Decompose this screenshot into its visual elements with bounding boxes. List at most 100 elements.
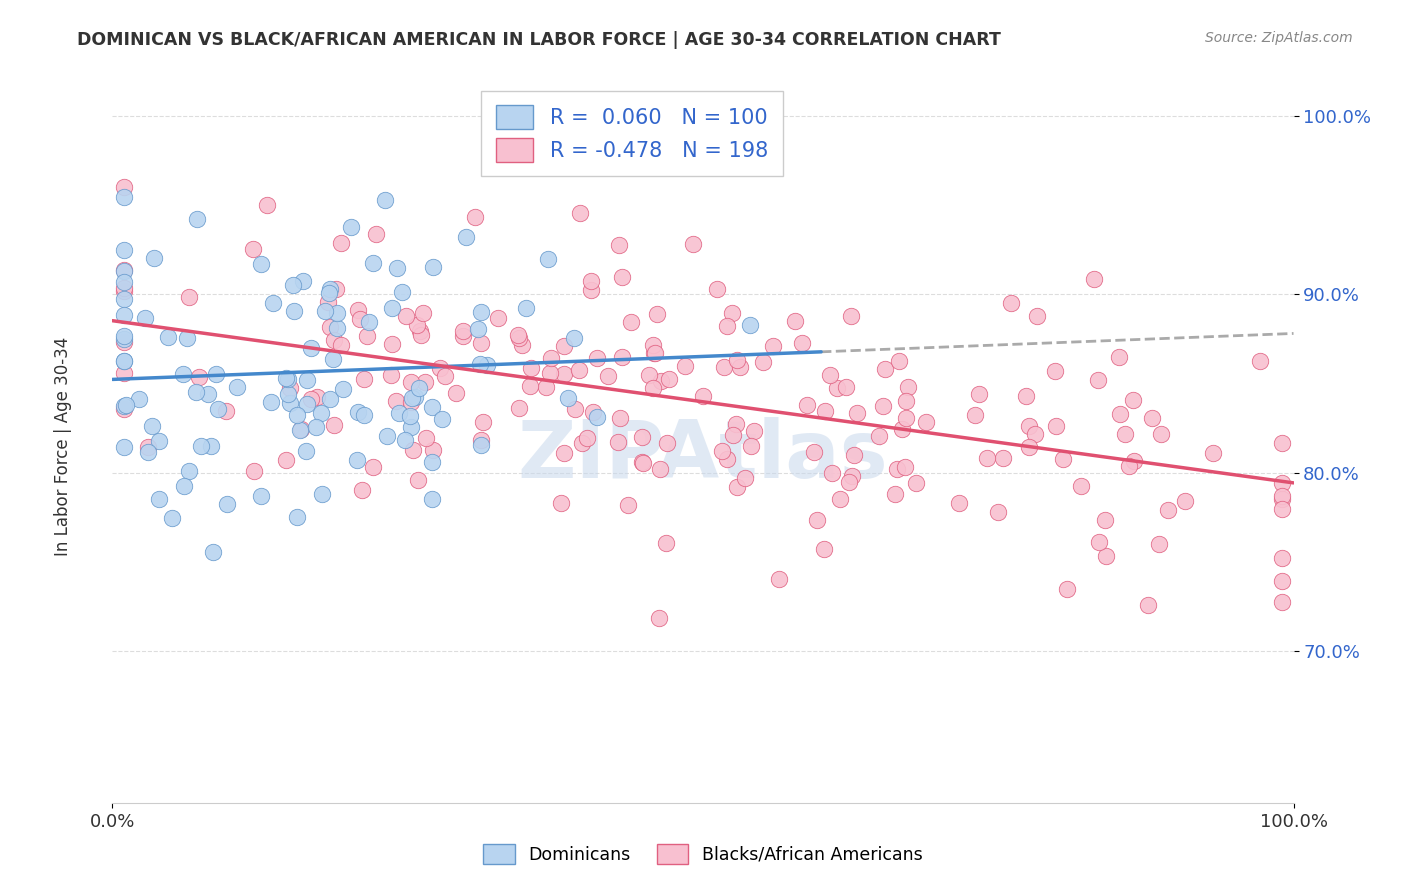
- Point: [838, 475, 860, 489]
- Point: [380, 368, 402, 383]
- Point: [582, 405, 605, 419]
- Point: [349, 312, 371, 326]
- Point: [420, 491, 443, 506]
- Point: [112, 329, 135, 343]
- Point: [242, 464, 264, 478]
- Point: [828, 491, 851, 506]
- Point: [1271, 436, 1294, 450]
- Point: [318, 282, 340, 296]
- Point: [406, 473, 429, 487]
- Point: [285, 509, 308, 524]
- Point: [716, 452, 738, 467]
- Point: [897, 379, 920, 393]
- Point: [550, 495, 572, 509]
- Point: [1045, 364, 1067, 378]
- Point: [486, 310, 509, 325]
- Point: [724, 417, 747, 431]
- Point: [305, 420, 328, 434]
- Point: [305, 390, 328, 404]
- Point: [783, 314, 806, 328]
- Point: [405, 318, 427, 332]
- Point: [322, 352, 344, 367]
- Point: [711, 443, 734, 458]
- Point: [1094, 513, 1116, 527]
- Point: [872, 400, 894, 414]
- Point: [1087, 373, 1109, 387]
- Point: [875, 361, 897, 376]
- Point: [249, 489, 271, 503]
- Point: [806, 513, 828, 527]
- Point: [391, 285, 413, 300]
- Point: [568, 363, 591, 377]
- Point: [283, 304, 305, 318]
- Point: [820, 368, 842, 382]
- Point: [215, 404, 238, 418]
- Point: [519, 379, 541, 393]
- Point: [325, 306, 347, 320]
- Point: [506, 328, 529, 343]
- Point: [422, 400, 444, 414]
- Point: [112, 354, 135, 368]
- Point: [821, 466, 844, 480]
- Point: [738, 318, 761, 333]
- Point: [404, 390, 426, 404]
- Point: [299, 392, 322, 407]
- Point: [200, 439, 222, 453]
- Point: [277, 386, 299, 401]
- Point: [553, 367, 575, 381]
- Point: [643, 345, 665, 359]
- Point: [761, 339, 783, 353]
- Point: [713, 360, 735, 375]
- Point: [112, 402, 135, 417]
- Point: [520, 360, 543, 375]
- Point: [361, 255, 384, 269]
- Point: [682, 237, 704, 252]
- Point: [160, 510, 183, 524]
- Point: [318, 295, 340, 310]
- Point: [136, 445, 159, 459]
- Point: [631, 456, 654, 470]
- Point: [1249, 354, 1271, 368]
- Point: [905, 475, 928, 490]
- Point: [467, 321, 489, 335]
- Point: [363, 460, 385, 475]
- Point: [586, 410, 609, 425]
- Point: [297, 373, 319, 387]
- Point: [581, 283, 603, 297]
- Point: [112, 263, 135, 277]
- Legend: R =  0.060   N = 100, R = -0.478   N = 198: R = 0.060 N = 100, R = -0.478 N = 198: [481, 91, 783, 177]
- Point: [470, 438, 492, 452]
- Point: [553, 446, 575, 460]
- Point: [156, 330, 179, 344]
- Point: [728, 360, 751, 375]
- Point: [564, 401, 586, 416]
- Point: [894, 393, 917, 408]
- Point: [796, 399, 818, 413]
- Point: [346, 453, 368, 467]
- Point: [1142, 411, 1164, 425]
- Point: [841, 468, 863, 483]
- Point: [645, 307, 668, 321]
- Point: [190, 439, 212, 453]
- Point: [1083, 271, 1105, 285]
- Point: [148, 434, 170, 448]
- Point: [610, 269, 633, 284]
- Point: [278, 380, 301, 394]
- Point: [409, 328, 432, 343]
- Point: [644, 345, 666, 359]
- Point: [325, 282, 347, 296]
- Point: [177, 464, 200, 478]
- Point: [886, 462, 908, 476]
- Point: [413, 376, 436, 390]
- Point: [721, 305, 744, 319]
- Point: [1122, 393, 1144, 408]
- Point: [1271, 550, 1294, 565]
- Point: [553, 339, 575, 353]
- Point: [598, 368, 620, 383]
- Point: [568, 205, 591, 219]
- Point: [658, 372, 681, 386]
- Point: [112, 332, 135, 346]
- Point: [262, 295, 284, 310]
- Point: [415, 431, 437, 445]
- Point: [1271, 491, 1294, 506]
